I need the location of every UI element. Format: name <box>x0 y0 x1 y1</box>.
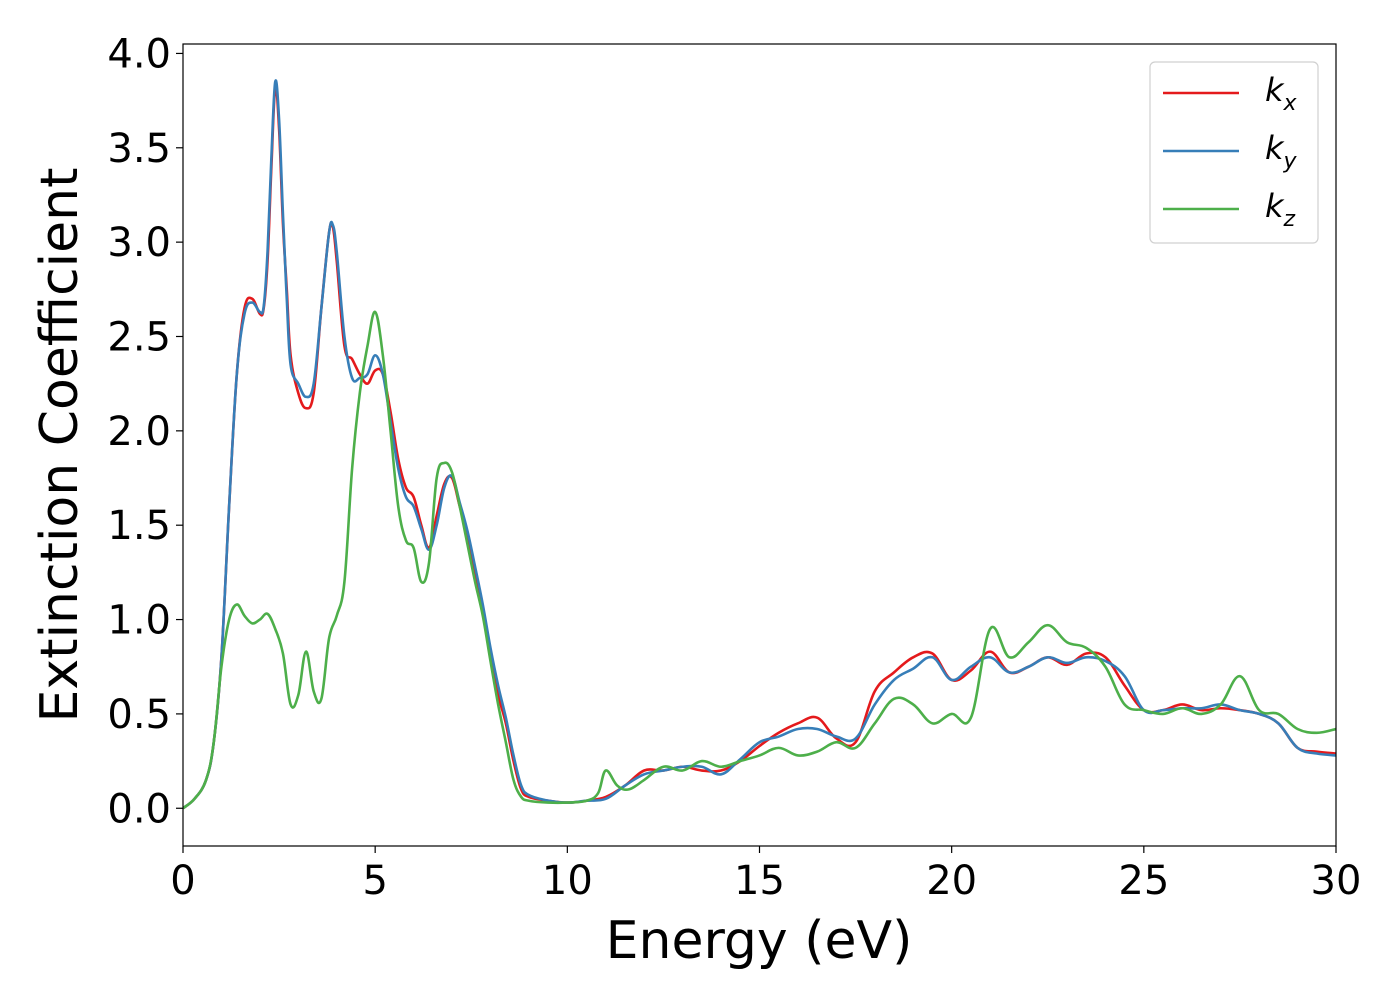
y-tick-label: 4.0 <box>107 31 171 77</box>
series-line-ky <box>183 79 1336 810</box>
legend: kx ky kz <box>1149 61 1319 244</box>
legend-label: kz <box>1265 187 1296 232</box>
y-tick-label: 0.0 <box>107 786 171 832</box>
legend-label: kx <box>1265 71 1298 116</box>
legend-box <box>1149 61 1319 244</box>
x-tick-label: 30 <box>1311 858 1362 904</box>
y-tick-label: 2.0 <box>107 409 171 455</box>
y-tick-label: 1.5 <box>107 503 171 549</box>
y-tick-label: 3.0 <box>107 220 171 266</box>
x-tick-label: 5 <box>362 858 387 904</box>
y-tick-label: 3.5 <box>107 126 171 172</box>
x-tick-label: 10 <box>542 858 593 904</box>
y-tick-label: 1.0 <box>107 598 171 644</box>
series-layer <box>183 79 1336 810</box>
y-tick-label: 0.5 <box>107 692 171 738</box>
x-tick-label: 15 <box>734 858 785 904</box>
x-axis-title: Energy (eV) <box>606 911 913 971</box>
y-axis-title: Extinction Coefficient <box>30 168 90 723</box>
series-line-kz <box>183 310 1336 810</box>
x-tick-label: 0 <box>170 858 195 904</box>
legend-entry-ky: ky <box>1163 129 1298 174</box>
y-tick-label: 2.5 <box>107 314 171 360</box>
y-axis: 0.0 0.5 1.0 1.5 2.0 2.5 3.0 3.5 4.0 <box>107 31 183 832</box>
x-axis: 0 5 10 15 20 25 30 <box>170 846 1361 904</box>
legend-entry-kz: kz <box>1163 187 1296 232</box>
x-tick-label: 25 <box>1118 858 1169 904</box>
x-tick-label: 20 <box>926 858 977 904</box>
legend-entry-kx: kx <box>1163 71 1298 116</box>
legend-label: ky <box>1265 129 1298 174</box>
